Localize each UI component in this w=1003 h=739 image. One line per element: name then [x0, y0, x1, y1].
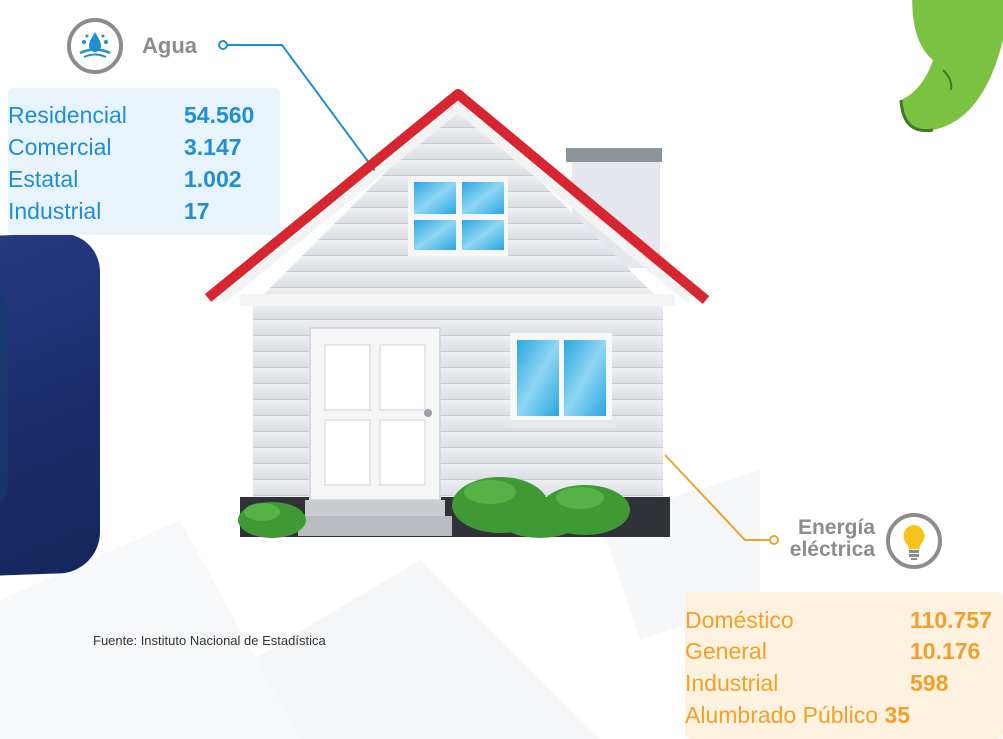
- list-item: Doméstico: [685, 609, 794, 632]
- row-label: Doméstico: [685, 607, 794, 633]
- water-stats-panel: Residencial 54.560 Comercial 3.147 Estat…: [8, 88, 280, 235]
- water-title: Agua: [142, 33, 197, 58]
- roof-white-trim: [219, 102, 693, 304]
- energy-title-line1: Energía: [797, 516, 875, 539]
- roof-red-trim: [204, 89, 710, 304]
- list-item: General: [685, 640, 767, 663]
- list-item: Residencial: [8, 104, 127, 127]
- row-label: General: [685, 638, 767, 664]
- row-value: 1.002: [184, 166, 242, 192]
- list-item: Comercial: [8, 136, 112, 159]
- door-step: [305, 500, 445, 516]
- row-value: 598: [910, 670, 949, 696]
- house-eave: [240, 294, 675, 306]
- row-value: 110.757: [910, 607, 992, 633]
- row-label: Industrial: [685, 670, 779, 696]
- source-note: Fuente: Instituto Nacional de Estadístic…: [93, 633, 326, 648]
- energy-title-line2: eléctrica: [789, 538, 875, 561]
- list-item: Industrial: [685, 672, 778, 695]
- energy-connector-dot: [769, 535, 779, 545]
- background-green-arm: [899, 0, 1003, 133]
- row-label: Residencial: [8, 102, 127, 128]
- list-item: Estatal: [8, 168, 78, 191]
- energy-connector-line: [664, 454, 770, 541]
- row-value: 3.147: [184, 134, 242, 160]
- water-connector-line: [227, 44, 379, 176]
- chimney-cap: [566, 148, 662, 162]
- row-label: Estatal: [8, 166, 79, 192]
- list-item: Industrial: [8, 200, 101, 223]
- row-label: Comercial: [8, 134, 112, 160]
- water-drop-icon: [79, 32, 111, 58]
- row-value: 10.176: [910, 638, 981, 664]
- energy-icon-badge: [886, 513, 942, 569]
- row-value: 17: [184, 198, 210, 224]
- row-value: 54.560: [184, 102, 255, 128]
- list-item: Alumbrado Público 35: [685, 704, 910, 727]
- row-label: Industrial: [8, 198, 102, 224]
- row-label: Alumbrado Público: [685, 702, 879, 728]
- energy-stats-panel: Doméstico 110.757 General 10.176 Industr…: [685, 592, 1003, 739]
- water-icon-badge: [67, 18, 123, 74]
- light-bulb-icon: [903, 525, 925, 560]
- row-value: 35: [884, 702, 911, 728]
- energy-title: Energía eléctrica: [775, 517, 875, 561]
